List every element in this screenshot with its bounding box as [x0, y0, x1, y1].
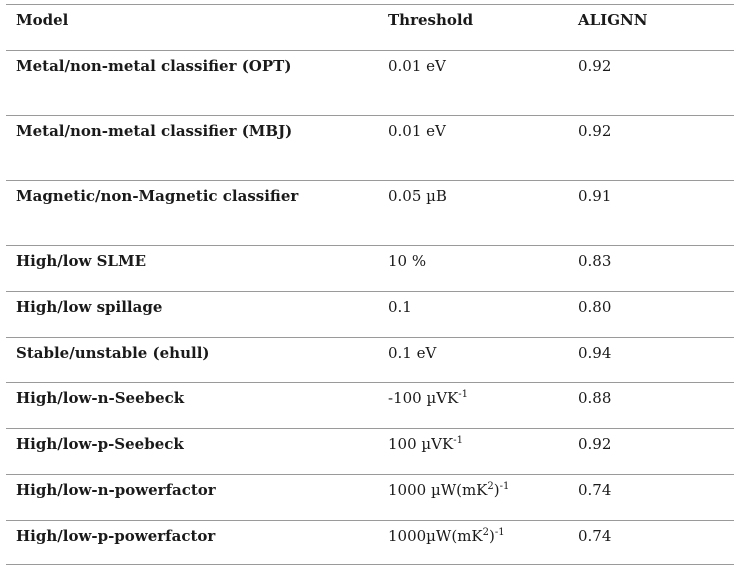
- table-row: High/low SLME 10 % 0.83: [6, 245, 734, 291]
- table-row: High/low spillage 0.1 0.80: [6, 291, 734, 337]
- table-row: Magnetic/non-Magnetic classifier 0.05 µB…: [6, 180, 734, 245]
- table-row: High/low-p-powerfactor 1000µW(mK2)-1 0.7…: [6, 520, 734, 565]
- threshold-cell: 0.1 eV: [388, 344, 437, 362]
- model-cell: High/low-p-Seebeck: [16, 435, 184, 453]
- table-row: High/low-n-powerfactor 1000 µW(mK2)-1 0.…: [6, 474, 734, 520]
- threshold-cell: 10 %: [388, 252, 427, 270]
- model-cell: Stable/unstable (ehull): [16, 344, 210, 362]
- header-alignn: ALIGNN: [578, 11, 648, 29]
- table-row: High/low-p-Seebeck 100 µVK-1 0.92: [6, 428, 734, 474]
- alignn-cell: 0.74: [578, 527, 612, 545]
- alignn-cell: 0.94: [578, 344, 612, 362]
- alignn-cell: 0.80: [578, 298, 612, 316]
- threshold-cell: 0.01 eV: [388, 122, 446, 140]
- threshold-cell: 1000µW(mK2)-1: [388, 527, 505, 545]
- results-table: Model Threshold ALIGNN Metal/non-metal c…: [6, 4, 734, 565]
- threshold-cell: 0.05 µB: [388, 187, 447, 205]
- alignn-cell: 0.92: [578, 57, 612, 75]
- threshold-cell: 100 µVK-1: [388, 435, 463, 453]
- alignn-cell: 0.91: [578, 187, 612, 205]
- alignn-cell: 0.92: [578, 122, 612, 140]
- model-cell: Metal/non-metal classifier (OPT): [16, 57, 292, 75]
- table-row: High/low-n-Seebeck -100 µVK-1 0.88: [6, 382, 734, 428]
- alignn-cell: 0.83: [578, 252, 612, 270]
- model-cell: High/low spillage: [16, 298, 163, 316]
- alignn-cell: 0.92: [578, 435, 612, 453]
- alignn-cell: 0.88: [578, 389, 612, 407]
- threshold-cell: 0.01 eV: [388, 57, 446, 75]
- model-cell: High/low-n-powerfactor: [16, 481, 216, 499]
- model-cell: Magnetic/non-Magnetic classifier: [16, 187, 299, 205]
- table-row: Metal/non-metal classifier (MBJ) 0.01 eV…: [6, 115, 734, 180]
- threshold-cell: -100 µVK-1: [388, 389, 469, 407]
- model-cell: High/low SLME: [16, 252, 146, 270]
- model-cell: Metal/non-metal classifier (MBJ): [16, 122, 293, 140]
- threshold-cell: 0.1: [388, 298, 412, 316]
- model-cell: High/low-p-powerfactor: [16, 527, 216, 545]
- threshold-cell: 1000 µW(mK2)-1: [388, 481, 510, 499]
- table-row: Metal/non-metal classifier (OPT) 0.01 eV…: [6, 50, 734, 115]
- header-model: Model: [16, 11, 69, 29]
- model-cell: High/low-n-Seebeck: [16, 389, 185, 407]
- alignn-cell: 0.74: [578, 481, 612, 499]
- header-threshold: Threshold: [388, 11, 474, 29]
- table-header-row: Model Threshold ALIGNN: [6, 4, 734, 50]
- table-row: Stable/unstable (ehull) 0.1 eV 0.94: [6, 337, 734, 382]
